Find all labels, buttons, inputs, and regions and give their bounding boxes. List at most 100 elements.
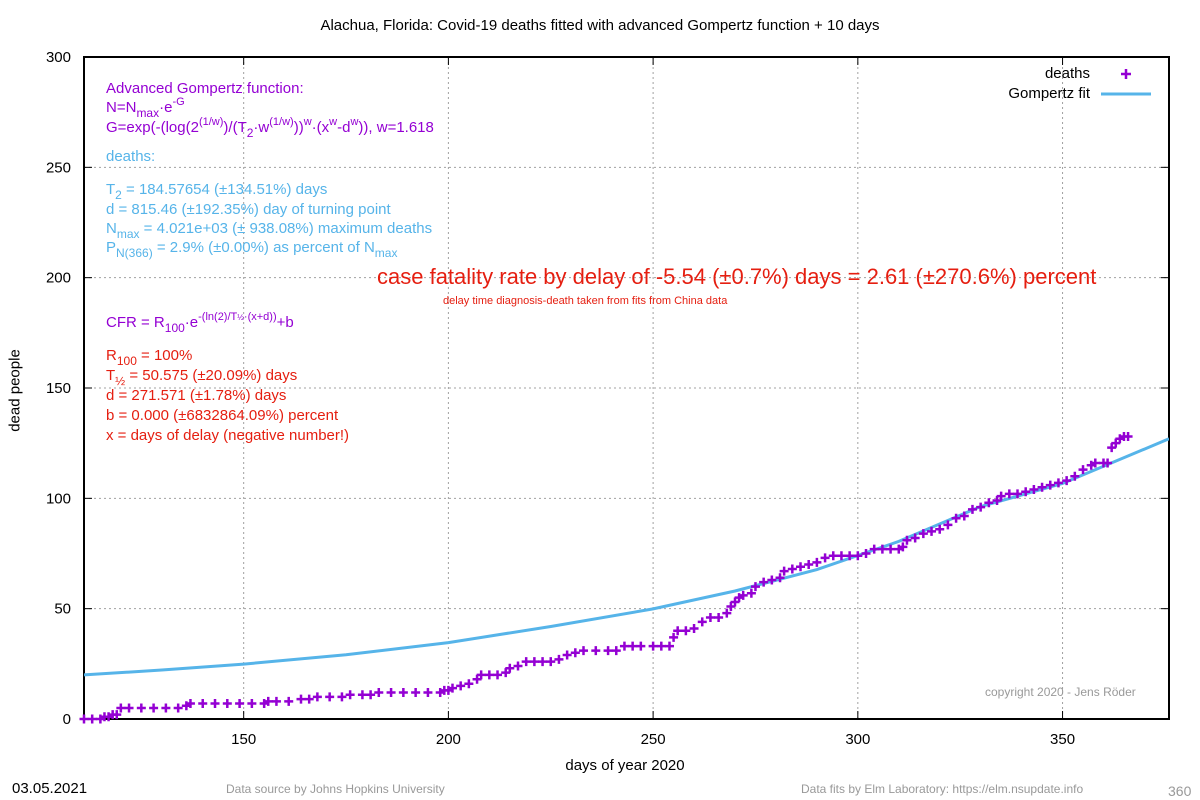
death-point xyxy=(689,624,699,634)
death-point xyxy=(312,692,322,702)
death-point xyxy=(173,703,183,713)
death-point xyxy=(836,551,846,561)
death-point xyxy=(456,681,466,691)
death-point xyxy=(603,646,613,656)
death-point xyxy=(902,535,912,545)
param-x: x = days of delay (negative number!) xyxy=(106,427,350,444)
param-t2: T2 = 184.57654 (±134.51%) days xyxy=(106,181,328,202)
plot-frame xyxy=(83,56,1170,720)
death-point xyxy=(664,641,674,651)
death-point xyxy=(546,657,556,667)
death-point xyxy=(447,683,457,693)
death-point xyxy=(398,688,408,698)
death-point xyxy=(1123,432,1133,442)
gompertz-formula-g: G=exp(-(log(2(1/w))/(T2·w(1/w)))w·(xw-dw… xyxy=(106,116,434,140)
death-point xyxy=(423,688,433,698)
y-tick-label: 200 xyxy=(46,270,71,287)
y-tick-label: 300 xyxy=(46,49,71,66)
cfr-note: delay time diagnosis-death taken from fi… xyxy=(443,295,728,307)
footer-fits: Data fits by Elm Laboratory: https://elm… xyxy=(801,782,1084,796)
death-point xyxy=(124,703,134,713)
death-point xyxy=(619,641,629,651)
gompertz-heading: Advanced Gompertz function: xyxy=(106,80,304,97)
death-point xyxy=(976,502,986,512)
death-point xyxy=(746,588,756,598)
death-point xyxy=(669,632,679,642)
death-point xyxy=(886,544,896,554)
death-point xyxy=(910,533,920,543)
death-point xyxy=(284,696,294,706)
death-point xyxy=(1062,476,1072,486)
cfr-headline: case fatality rate by delay of -5.54 (±0… xyxy=(377,264,1097,289)
legend-deaths-label: deaths xyxy=(1044,65,1090,82)
gompertz-fit-line xyxy=(84,437,1169,677)
death-point xyxy=(812,557,822,567)
death-point xyxy=(505,663,515,673)
x-tick-label: 200 xyxy=(436,731,461,748)
x-tick-label: 350 xyxy=(1050,731,1075,748)
y-tick-label: 50 xyxy=(54,601,71,618)
death-point xyxy=(673,626,683,636)
param-pn: PN(366) = 2.9% (±0.00%) as percent of Nm… xyxy=(106,239,398,260)
death-point xyxy=(529,657,539,667)
death-point xyxy=(648,641,658,651)
y-tick-label: 100 xyxy=(46,490,71,507)
death-point xyxy=(87,714,97,724)
death-point xyxy=(116,703,126,713)
death-point xyxy=(374,688,384,698)
death-point xyxy=(411,688,421,698)
death-point xyxy=(538,657,548,667)
death-point xyxy=(898,542,908,552)
param-d: d = 815.46 (±192.35%) day of turning poi… xyxy=(106,201,391,218)
death-point xyxy=(628,641,638,651)
death-point xyxy=(779,566,789,576)
death-point xyxy=(656,641,666,651)
footer-source: Data source by Johns Hopkins University xyxy=(226,782,445,796)
legend-deaths-marker xyxy=(1121,69,1131,79)
death-point xyxy=(79,714,89,724)
death-point xyxy=(697,617,707,627)
death-point xyxy=(366,690,376,700)
y-tick-label: 0 xyxy=(63,711,71,728)
death-point xyxy=(759,577,769,587)
death-point xyxy=(943,520,953,530)
death-point xyxy=(984,498,994,508)
legend-fit-label: Gompertz fit xyxy=(1008,85,1090,102)
death-point xyxy=(918,529,928,539)
death-point xyxy=(235,699,245,709)
death-point xyxy=(935,524,945,534)
cfr-formula: CFR = R100·e-(ln(2)/T½·(x+d))+b xyxy=(106,311,294,335)
death-point xyxy=(1029,485,1039,495)
death-point xyxy=(767,575,777,585)
chart-title: Alachua, Florida: Covid-19 deaths fitted… xyxy=(320,17,880,34)
death-point xyxy=(247,699,257,709)
death-point xyxy=(1004,489,1014,499)
death-point xyxy=(345,690,355,700)
param-d2: d = 271.571 (±1.78%) days xyxy=(106,387,287,404)
y-axis-label: dead people xyxy=(6,349,24,432)
death-point xyxy=(271,696,281,706)
death-point xyxy=(484,670,494,680)
x-tick-label: 150 xyxy=(231,731,256,748)
death-point xyxy=(136,703,146,713)
copyright: copyright 2020 - Jens Röder xyxy=(985,685,1136,699)
death-point xyxy=(222,699,232,709)
param-r100: R100 = 100% xyxy=(106,347,193,368)
death-point xyxy=(591,646,601,656)
death-point xyxy=(185,699,195,709)
death-point xyxy=(1070,471,1080,481)
death-point xyxy=(513,661,523,671)
death-point xyxy=(967,504,977,514)
x-tick-label: 300 xyxy=(845,731,870,748)
death-point xyxy=(304,694,314,704)
death-point xyxy=(1103,458,1113,468)
footer-date: 03.05.2021 xyxy=(12,780,88,797)
death-point xyxy=(877,544,887,554)
footer-number: 360 xyxy=(1168,783,1192,799)
death-point xyxy=(828,551,838,561)
death-point xyxy=(738,590,748,600)
death-point xyxy=(570,648,580,658)
death-point xyxy=(554,654,564,664)
death-point xyxy=(1021,487,1031,497)
death-point xyxy=(853,551,863,561)
